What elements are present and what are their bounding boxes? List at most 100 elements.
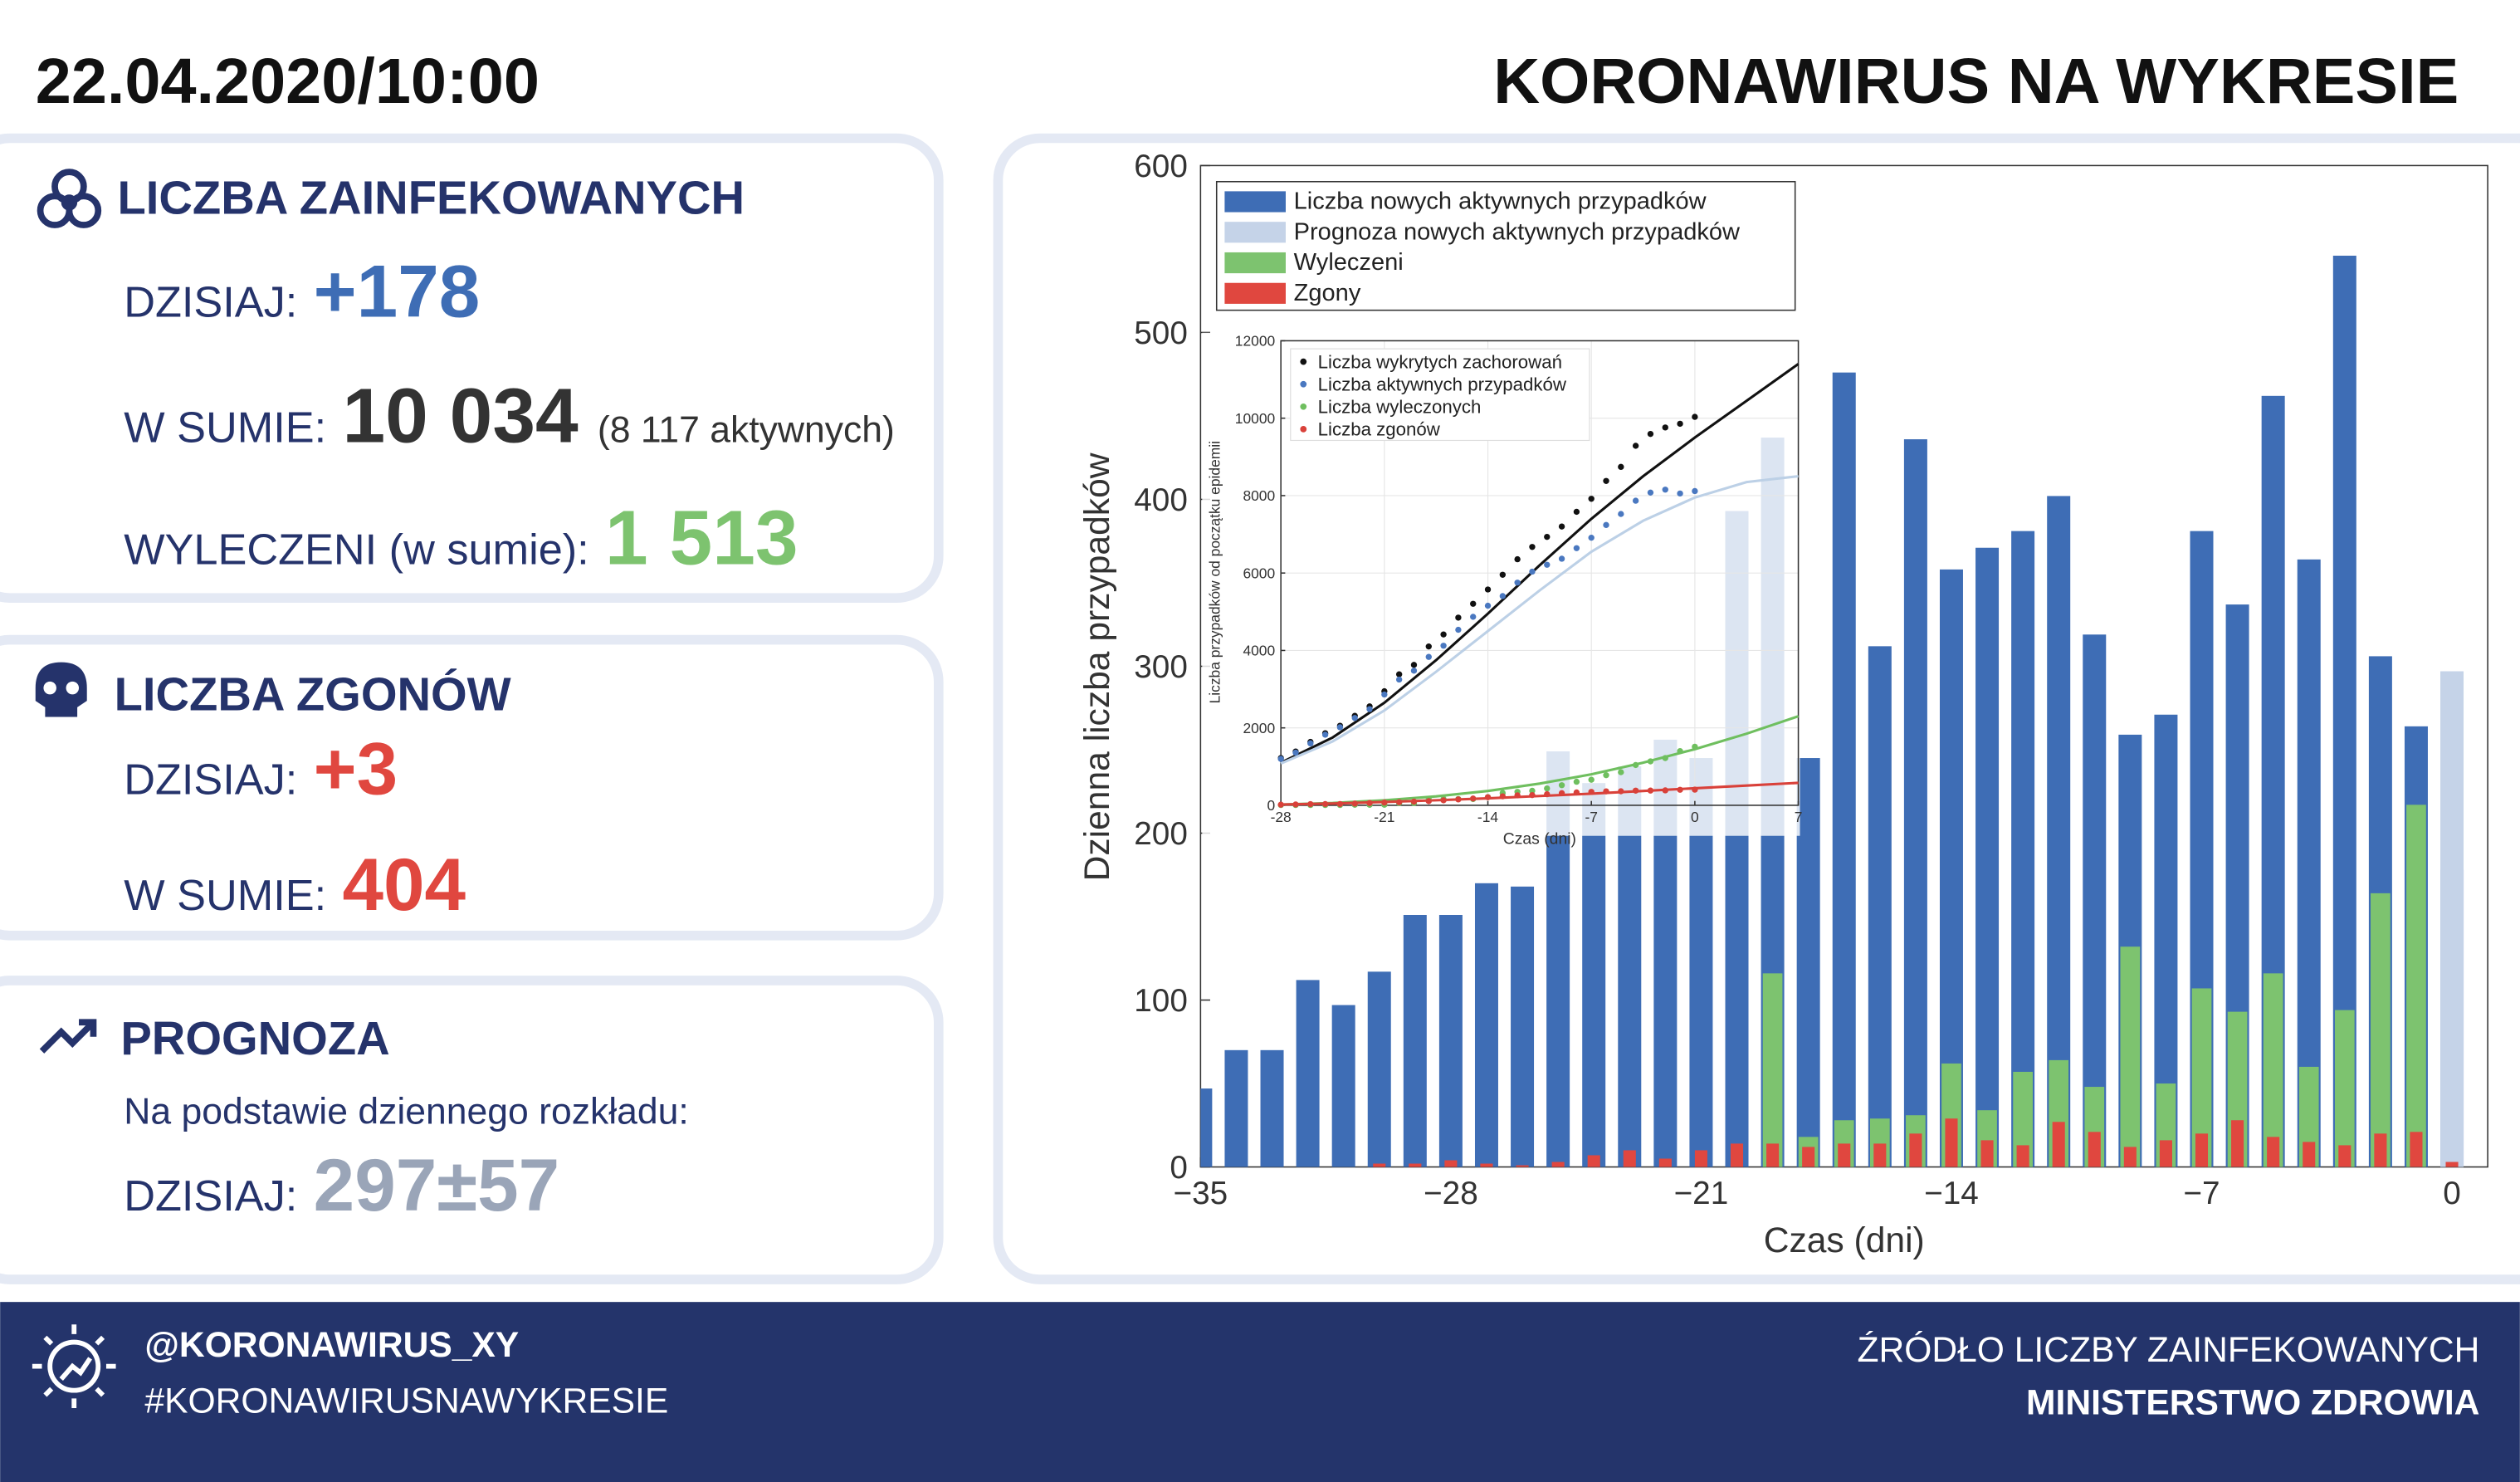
bar [1260,1049,1284,1167]
data-point [1677,490,1683,497]
x-tick-label: -7 [1585,809,1597,825]
data-point [1632,443,1639,449]
data-point [1692,487,1698,495]
data-point [1277,801,1284,808]
data-point [1499,793,1507,800]
data-point [1440,631,1447,638]
bar [1945,1118,1958,1167]
bar [1296,980,1320,1167]
trend-icon [39,1019,97,1054]
y-tick-label: 600 [1134,149,1188,184]
data-point [1381,691,1388,698]
bar [1873,1143,1887,1167]
legend-marker [1300,358,1307,365]
data-point [1603,477,1609,484]
data-point [1573,508,1580,516]
bar [1438,914,1463,1167]
data-point [1677,747,1683,755]
data-point [1395,676,1403,683]
card-title: LICZBA ZGONÓW [115,668,511,721]
source: MINISTERSTWO ZDROWIA [2026,1383,2479,1423]
data-point [1662,424,1668,431]
y-tick-label: 0 [1170,1150,1188,1186]
data-point [1381,799,1388,806]
bar [1582,783,1606,1167]
legend-box [1290,348,1590,442]
legend-marker [1300,426,1307,433]
data-point [1662,755,1668,761]
value: +3 [314,726,398,809]
y-tick-label: 8000 [1243,487,1275,504]
legend-marker [1300,403,1307,410]
label: DZISIAJ: [124,278,297,326]
data-point [1321,731,1329,738]
value: 404 [343,843,466,926]
legend-label: Wyleczeni [1294,249,1404,276]
data-point [1351,715,1358,721]
data-point [1425,798,1432,805]
value: 297±57 [314,1143,559,1226]
charts: 0 100 200 300 400 500 600 −35 −28 −21 −14 −7 0 Czas (… [1077,149,2488,1260]
bar [2088,1132,2101,1167]
x-tick-label: -28 [1271,809,1292,825]
bar [1832,372,1856,1167]
note: (8 117 aktywnych) [598,409,895,450]
bar [1224,1049,1248,1167]
bar [2445,1162,2459,1167]
bar [1909,1133,1922,1167]
y-tick-label: 200 [1134,816,1188,852]
data-point [1470,614,1477,620]
data-point [1292,801,1299,808]
label: DZISIAJ: [124,756,297,804]
data-point [1440,797,1447,804]
bar [2120,946,2141,1167]
data-point [1307,740,1314,747]
bar [1980,1140,1994,1167]
chart-card [993,133,2520,1284]
legend-box [1215,180,1796,311]
label: W SUMIE: [124,872,326,920]
data-point [1321,800,1329,808]
data-point [1514,555,1521,563]
stat: W SUMIE: 10 034 (8 117 aktywnych) [124,372,895,458]
bar [2013,1071,2033,1167]
bar [1551,1162,1565,1167]
bar [1409,1163,1422,1167]
bar [1516,1165,1529,1167]
data-point [1455,796,1462,803]
data-point [1588,789,1595,795]
data-point [1544,561,1551,568]
stat: W SUMIE: 404 [124,843,466,926]
bar [1587,1155,1600,1167]
data-point [1588,776,1595,783]
legend: Liczba nowych aktywnych przypadków Progno… [1215,180,1796,311]
bar [1658,1158,1672,1167]
forecast-text: Na podstawie dziennego rozkładu: [124,1091,689,1132]
hashtag: #KORONAWIRUSNAWYKRESIE [144,1382,668,1421]
bar [2297,559,2321,1167]
data-point [1603,521,1609,529]
data-point [1692,743,1698,751]
bar [1373,1163,1386,1167]
data-point [1395,799,1403,805]
label: DZISIAJ: [124,1172,297,1220]
stat: WYLECZENI (w sumie): 1 513 [124,495,798,581]
bar [1480,1163,1493,1167]
data-point [1410,662,1418,668]
bar [2410,1132,2423,1167]
data-point [1618,769,1624,775]
source-label: ŹRÓDŁO LICZBY ZAINFEKOWANYCH [1857,1330,2479,1370]
plot-frame [1280,340,1800,806]
bar [1796,758,1820,1167]
virus-icon [32,1324,116,1408]
y-tick-label: 500 [1134,315,1188,351]
data-point [1692,786,1698,793]
bar [2047,496,2071,1167]
data-point [1544,790,1551,798]
y-tick-label: 300 [1134,649,1188,685]
bar [2406,805,2426,1167]
data-point [1484,586,1492,593]
legend-swatch [1224,282,1286,304]
page-title: KORONAWIRUS NA WYKRESIE [1493,46,2459,117]
bar [1200,1088,1213,1167]
